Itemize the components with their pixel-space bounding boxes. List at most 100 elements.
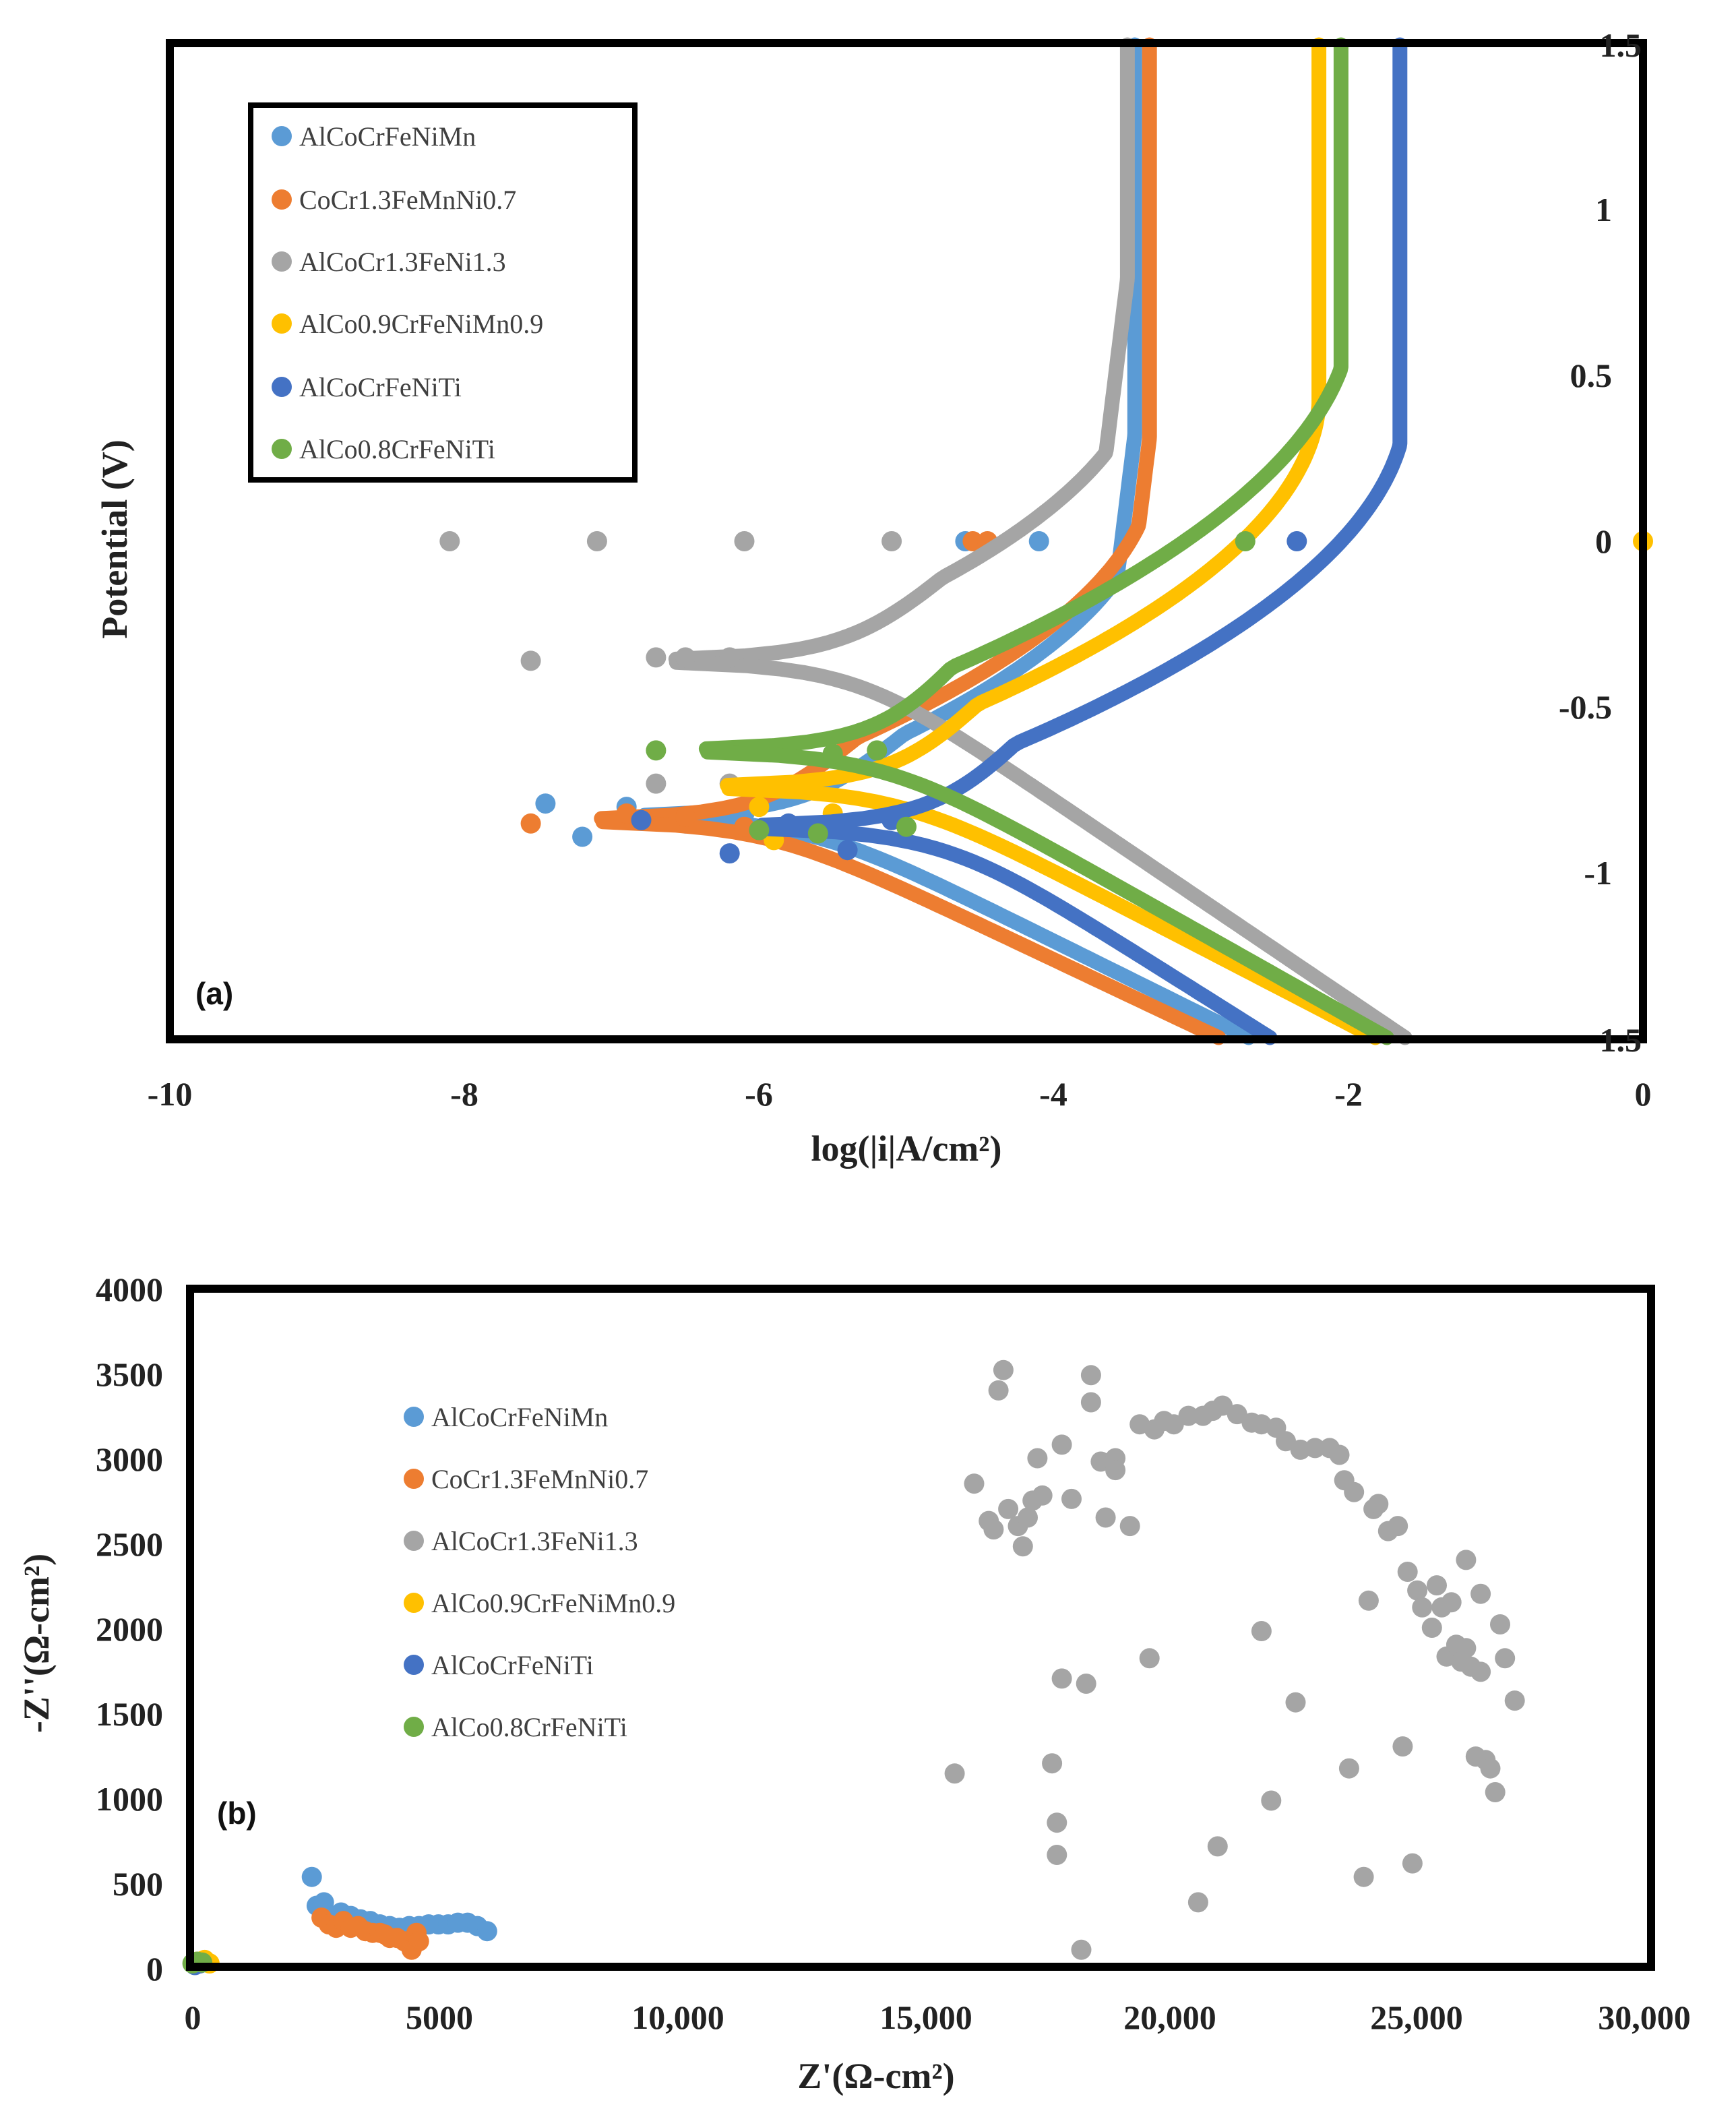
panel-a-y-tick: -1 <box>1584 854 1612 892</box>
tafel-point-cocr13femnni07 <box>520 813 541 834</box>
nyquist-point-alcocr13feni13 <box>1353 1866 1374 1887</box>
panel-b-y-tick: 2000 <box>96 1610 163 1648</box>
nyquist-point-alcocr13feni13 <box>1485 1782 1506 1802</box>
nyquist-point-alcocr13feni13 <box>1290 1439 1311 1460</box>
legend-marker-alcocr13feni13 <box>404 1531 424 1551</box>
tafel-point-alcocrfenimn <box>572 826 593 847</box>
tafel-point-alco08crfeniti <box>807 823 828 844</box>
panel-a-y-tick: -0.5 <box>1559 688 1612 726</box>
panel-a-y-ticks: 1.5 1 0.5 0 -0.5 -1 1.5 <box>1559 26 1642 1059</box>
tafel-point-cocr13femnni07 <box>675 806 696 827</box>
legend-marker-alcocrfeniti <box>404 1655 424 1675</box>
nyquist-point-alcocr13feni13 <box>1095 1507 1116 1528</box>
tafel-cathodic-alco09crfenimn09 <box>721 781 1383 1045</box>
panel-b-y-tick: 0 <box>146 1950 163 1988</box>
panel-a-y-axis-title: Potential (V) <box>94 439 135 638</box>
tafel-point-alcocr13feni13 <box>646 647 666 668</box>
panel-a-y-tick: 1.5 <box>1600 26 1642 64</box>
tafel-point-alcocrfenimn <box>535 793 556 814</box>
panel-b-x-tick: 5000 <box>406 1998 473 2036</box>
nyquist-point-alcocr13feni13 <box>1119 1516 1140 1537</box>
panel-b-y-ticks: 4000 3500 3000 2500 2000 1500 1000 500 0 <box>96 1271 163 1988</box>
tafel-point-alco08crfeniti <box>867 740 888 761</box>
legend-label: AlCoCr1.3FeNi1.3 <box>431 1526 638 1556</box>
tafel-cathodic-cocr13femnni07 <box>595 814 1227 1045</box>
nyquist-point-alcocr13feni13 <box>1051 1434 1072 1455</box>
panel-a-y-tick: 0.5 <box>1570 357 1613 394</box>
tafel-point-alcocrfeniti <box>837 840 858 861</box>
nyquist-point-alcocr13feni13 <box>1018 1507 1038 1528</box>
nyquist-point-alcocr13feni13 <box>1480 1758 1501 1779</box>
legend-marker-alco08crfeniti <box>272 439 292 459</box>
nyquist-point-alcocr13feni13 <box>1061 1488 1082 1509</box>
tafel-point-alco08crfeniti <box>646 740 666 761</box>
nyquist-point-alcocr13feni13 <box>998 1498 1019 1519</box>
nyquist-point-alcocr13feni13 <box>1051 1668 1072 1689</box>
tafel-point-alcocr13feni13 <box>439 531 460 551</box>
nyquist-point-alcocr13feni13 <box>1163 1414 1184 1435</box>
panel-b-x-tick: 20,000 <box>1123 1998 1216 2036</box>
tafel-cathodic-alcocrfenimn <box>638 811 1256 1045</box>
tafel-point-alcocr13feni13 <box>734 531 755 551</box>
panel-a-y-tick: 1.5 <box>1600 1021 1642 1059</box>
tafel-point-alcocrfeniti <box>778 813 799 834</box>
panel-a-legend: AlCoCrFeNiMn CoCr1.3FeMnNi0.7 AlCoCr1.3F… <box>248 102 638 483</box>
nyquist-point-alcocr13feni13 <box>1047 1845 1067 1865</box>
legend-label: CoCr1.3FeMnNi0.7 <box>431 1464 648 1494</box>
panel-a-x-tick: -10 <box>148 1075 193 1113</box>
nyquist-point-alcocr13feni13 <box>1042 1753 1063 1774</box>
legend-label: AlCoCrFeNiMn <box>299 121 476 152</box>
nyquist-point-alcocr13feni13 <box>1504 1690 1525 1711</box>
legend-label: AlCoCrFeNiMn <box>431 1402 608 1432</box>
legend-marker-alcocr13feni13 <box>272 251 292 272</box>
panel-b-y-tick: 3000 <box>96 1440 163 1478</box>
tafel-point-alcocr13feni13 <box>586 531 607 551</box>
tafel-point-alcocrfeniti <box>631 809 652 830</box>
legend-label: AlCoCr1.3FeNi1.3 <box>299 247 506 277</box>
nyquist-point-alcocr13feni13 <box>1080 1392 1101 1413</box>
nyquist-point-alcocr13feni13 <box>964 1473 985 1494</box>
tafel-point-alcocr13feni13 <box>881 531 902 551</box>
legend-marker-cocr13femnni07 <box>404 1469 424 1489</box>
tafel-cathodic-alco08crfeniti <box>700 744 1394 1045</box>
nyquist-point-alcocr13feni13 <box>1344 1481 1365 1502</box>
panel-b-y-tick: 2500 <box>96 1525 163 1563</box>
panel-b-x-tick: 0 <box>185 1998 202 2036</box>
tafel-point-alco08crfeniti <box>749 820 770 840</box>
legend-marker-alcocrfeniti <box>272 377 292 397</box>
nyquist-point-alcocr13feni13 <box>1071 1939 1092 1960</box>
nyquist-point-alcocr13feni13 <box>1338 1758 1359 1779</box>
panel-a-x-ticks: -10 -8 -6 -4 -2 0 <box>148 1075 1652 1113</box>
nyquist-point-alcocr13feni13 <box>1261 1790 1282 1811</box>
nyquist-point-alcocr13feni13 <box>1139 1648 1160 1669</box>
nyquist-point-alcocr13feni13 <box>1412 1597 1433 1618</box>
nyquist-point-alcocr13feni13 <box>1388 1516 1408 1537</box>
nyquist-point-alcocr13feni13 <box>1080 1365 1101 1386</box>
nyquist-point-alcocr13feni13 <box>1032 1485 1053 1506</box>
nyquist-point-alcocr13feni13 <box>1397 1562 1418 1582</box>
panel-a-y-tick: 0 <box>1595 522 1612 560</box>
panel-a-label: (a) <box>195 976 233 1011</box>
panel-b-y-axis-title: -Z''(Ω-cm²) <box>16 1554 57 1733</box>
nyquist-point-alcocr13feni13 <box>1105 1460 1126 1481</box>
panel-b-plot-frame <box>186 1285 1655 1971</box>
nyquist-point-alcocr13feni13 <box>1076 1674 1096 1694</box>
panel-b-x-axis-title: Z'(Ω-cm²) <box>797 2056 954 2096</box>
legend-label: AlCoCrFeNiTi <box>431 1650 594 1680</box>
nyquist-point-alcocr13feni13 <box>1251 1621 1272 1641</box>
panel-b-x-tick: 25,000 <box>1370 1998 1463 2036</box>
nyquist-point-alcocrfenimn <box>301 1866 322 1887</box>
nyquist-point-alcocr13feni13 <box>1368 1494 1389 1515</box>
tafel-point-alco08crfeniti <box>822 743 843 764</box>
nyquist-point-alcocr13feni13 <box>1285 1692 1306 1713</box>
panel-b-y-tick: 500 <box>113 1865 163 1903</box>
nyquist-point-alcocr13feni13 <box>1012 1536 1033 1557</box>
panel-a-x-tick: -6 <box>745 1075 773 1113</box>
tafel-point-alcocrfeniti <box>719 843 740 864</box>
panel-b-y-tick: 1500 <box>96 1695 163 1733</box>
nyquist-point-alcocr13feni13 <box>1329 1444 1350 1465</box>
legend-label: AlCoCrFeNiTi <box>299 372 462 402</box>
legend-label: AlCo0.9CrFeNiMn0.9 <box>431 1588 675 1618</box>
nyquist-point-alcocr13feni13 <box>1027 1448 1048 1469</box>
